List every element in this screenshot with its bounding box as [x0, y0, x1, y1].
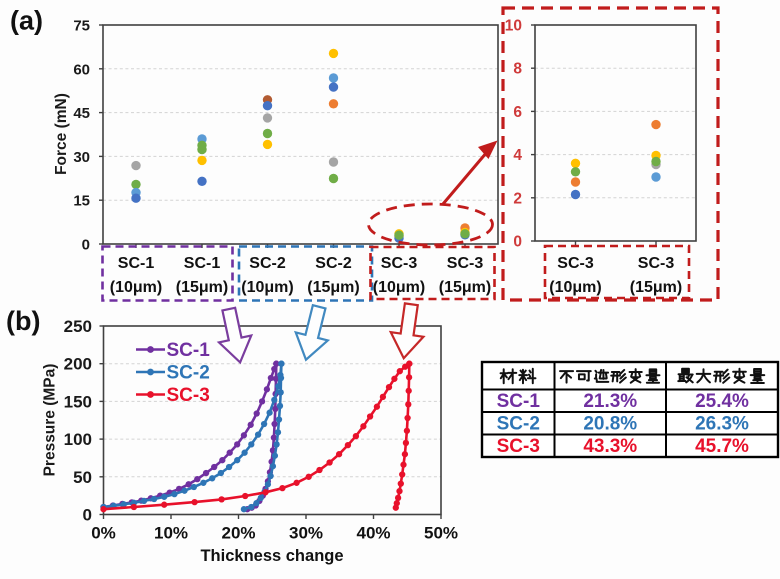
svg-text:0: 0: [83, 506, 92, 525]
svg-text:0%: 0%: [91, 524, 116, 543]
svg-text:25.4%: 25.4%: [695, 391, 749, 412]
svg-text:(15μm): (15μm): [307, 279, 359, 296]
svg-text:75: 75: [73, 18, 90, 35]
svg-text:2: 2: [513, 190, 522, 207]
svg-text:15: 15: [73, 193, 90, 210]
svg-text:SC-1: SC-1: [184, 255, 221, 272]
svg-text:(10μm): (10μm): [241, 279, 293, 296]
svg-text:21.3%: 21.3%: [583, 391, 637, 412]
svg-text:0: 0: [82, 237, 90, 254]
svg-text:Thickness change: Thickness change: [200, 547, 343, 565]
svg-text:SC-3: SC-3: [638, 255, 675, 272]
svg-text:SC-2: SC-2: [249, 255, 286, 272]
svg-text:60: 60: [73, 61, 90, 78]
svg-text:10%: 10%: [154, 524, 188, 543]
svg-text:SC-1: SC-1: [118, 255, 155, 272]
svg-text:45: 45: [73, 105, 90, 122]
svg-text:4: 4: [513, 147, 522, 164]
svg-text:(10μm): (10μm): [110, 279, 162, 296]
svg-text:8: 8: [513, 61, 522, 78]
svg-text:SC-2: SC-2: [167, 363, 210, 384]
svg-text:43.3%: 43.3%: [583, 436, 637, 457]
svg-text:50%: 50%: [424, 524, 458, 543]
svg-text:(15μm): (15μm): [630, 279, 682, 296]
svg-text:(15μm): (15μm): [176, 279, 228, 296]
svg-text:30%: 30%: [289, 524, 323, 543]
svg-text:40%: 40%: [356, 524, 390, 543]
svg-text:SC-1: SC-1: [497, 391, 541, 412]
svg-text:20%: 20%: [221, 524, 255, 543]
svg-text:20.8%: 20.8%: [583, 414, 637, 435]
svg-text:0: 0: [513, 234, 522, 251]
svg-text:Pressure (MPa): Pressure (MPa): [42, 364, 59, 477]
svg-text:250: 250: [64, 317, 92, 336]
svg-text:(b): (b): [6, 306, 40, 336]
svg-text:6: 6: [513, 104, 522, 121]
svg-text:SC-2: SC-2: [497, 414, 540, 435]
svg-text:200: 200: [64, 355, 92, 374]
svg-text:SC-3: SC-3: [497, 436, 540, 457]
svg-text:50: 50: [73, 468, 92, 487]
svg-text:(15μm): (15μm): [439, 279, 491, 296]
svg-text:SC-2: SC-2: [315, 255, 352, 272]
svg-text:(a): (a): [10, 6, 43, 36]
svg-text:150: 150: [64, 392, 92, 411]
svg-text:SC-3: SC-3: [167, 385, 210, 406]
svg-text:SC-3: SC-3: [447, 255, 484, 272]
svg-text:30: 30: [73, 149, 90, 166]
svg-text:(10μm): (10μm): [373, 279, 425, 296]
svg-text:(10μm): (10μm): [549, 279, 601, 296]
svg-text:Force (mN): Force (mN): [53, 93, 70, 175]
svg-text:SC-3: SC-3: [381, 255, 418, 272]
svg-text:100: 100: [64, 430, 92, 449]
svg-text:26.3%: 26.3%: [695, 414, 749, 435]
svg-text:SC-3: SC-3: [557, 255, 594, 272]
svg-text:SC-1: SC-1: [167, 340, 211, 361]
svg-text:10: 10: [505, 18, 522, 35]
svg-text:45.7%: 45.7%: [695, 436, 749, 457]
